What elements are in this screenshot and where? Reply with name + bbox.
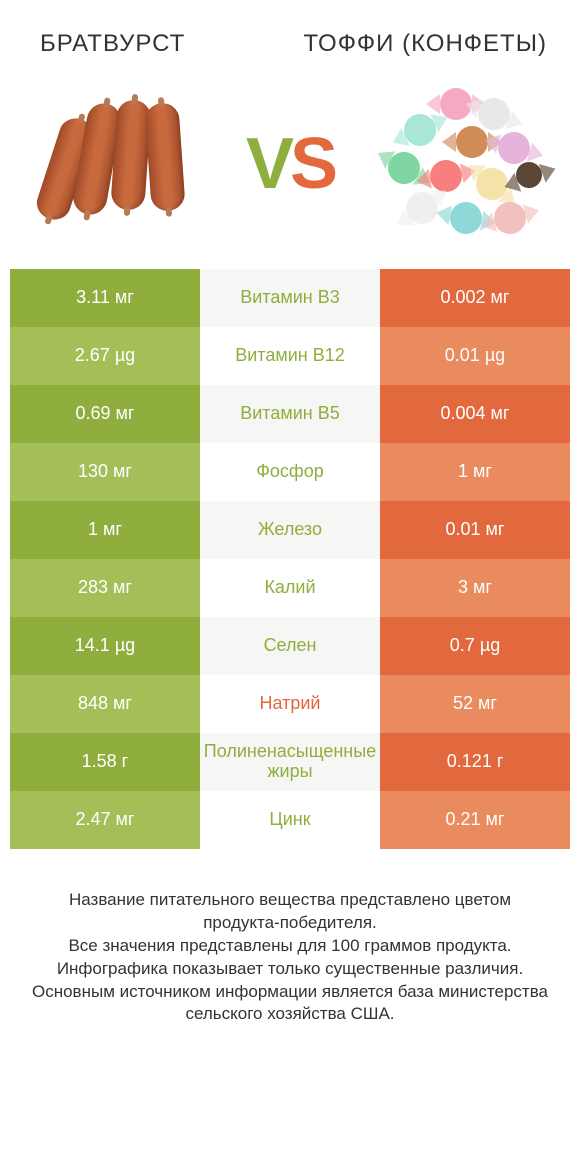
table-row: 130 мгФосфор1 мг (10, 443, 570, 501)
nutrient-label: Фосфор (200, 443, 380, 501)
footer-notes: Название питательного вещества представл… (0, 849, 580, 1047)
nutrient-label: Цинк (200, 791, 380, 849)
right-value: 0.01 µg (380, 327, 570, 385)
right-product-title: ТОФФИ (КОНФЕТЫ) (300, 30, 550, 59)
right-value: 0.121 г (380, 733, 570, 791)
left-value: 130 мг (10, 443, 200, 501)
right-value: 52 мг (380, 675, 570, 733)
nutrient-label: Железо (200, 501, 380, 559)
table-row: 2.47 мгЦинк0.21 мг (10, 791, 570, 849)
left-product-image (30, 84, 210, 244)
vs-label: VS (246, 123, 334, 205)
table-row: 2.67 µgВитамин B120.01 µg (10, 327, 570, 385)
vs-v: V (246, 124, 290, 204)
nutrient-label: Калий (200, 559, 380, 617)
table-row: 14.1 µgСелен0.7 µg (10, 617, 570, 675)
table-row: 3.11 мгВитамин B30.002 мг (10, 269, 570, 327)
right-value: 0.004 мг (380, 385, 570, 443)
right-value: 0.21 мг (380, 791, 570, 849)
right-value: 0.002 мг (380, 269, 570, 327)
nutrient-label: Витамин B12 (200, 327, 380, 385)
sausage-icon (40, 94, 200, 234)
comparison-table: 3.11 мгВитамин B30.002 мг2.67 µgВитамин … (0, 269, 580, 849)
candy-icon (370, 84, 550, 244)
footer-line: Основным источником информации является … (30, 981, 550, 1027)
right-value: 0.7 µg (380, 617, 570, 675)
table-row: 1 мгЖелезо0.01 мг (10, 501, 570, 559)
table-row: 0.69 мгВитамин B50.004 мг (10, 385, 570, 443)
table-row: 1.58 гПолиненасыщенные жиры0.121 г (10, 733, 570, 791)
left-value: 2.47 мг (10, 791, 200, 849)
left-value: 848 мг (10, 675, 200, 733)
images-row: VS (0, 69, 580, 269)
table-row: 848 мгНатрий52 мг (10, 675, 570, 733)
footer-line: Все значения представлены для 100 граммо… (30, 935, 550, 958)
left-value: 14.1 µg (10, 617, 200, 675)
nutrient-label: Селен (200, 617, 380, 675)
nutrient-label: Полиненасыщенные жиры (200, 733, 380, 791)
right-value: 1 мг (380, 443, 570, 501)
left-value: 2.67 µg (10, 327, 200, 385)
nutrient-label: Натрий (200, 675, 380, 733)
left-product-title: БРАТВУРСТ (30, 30, 280, 59)
left-value: 283 мг (10, 559, 200, 617)
footer-line: Название питательного вещества представл… (30, 889, 550, 935)
nutrient-label: Витамин B3 (200, 269, 380, 327)
vs-s: S (290, 124, 334, 204)
right-product-image (370, 84, 550, 244)
right-value: 3 мг (380, 559, 570, 617)
left-value: 1 мг (10, 501, 200, 559)
nutrient-label: Витамин B5 (200, 385, 380, 443)
table-row: 283 мгКалий3 мг (10, 559, 570, 617)
left-value: 0.69 мг (10, 385, 200, 443)
right-value: 0.01 мг (380, 501, 570, 559)
left-value: 3.11 мг (10, 269, 200, 327)
infographic-container: БРАТВУРСТ ТОФФИ (КОНФЕТЫ) VS 3.11 мгВита… (0, 0, 580, 1174)
footer-line: Инфографика показывает только существенн… (30, 958, 550, 981)
left-value: 1.58 г (10, 733, 200, 791)
header: БРАТВУРСТ ТОФФИ (КОНФЕТЫ) (0, 0, 580, 69)
